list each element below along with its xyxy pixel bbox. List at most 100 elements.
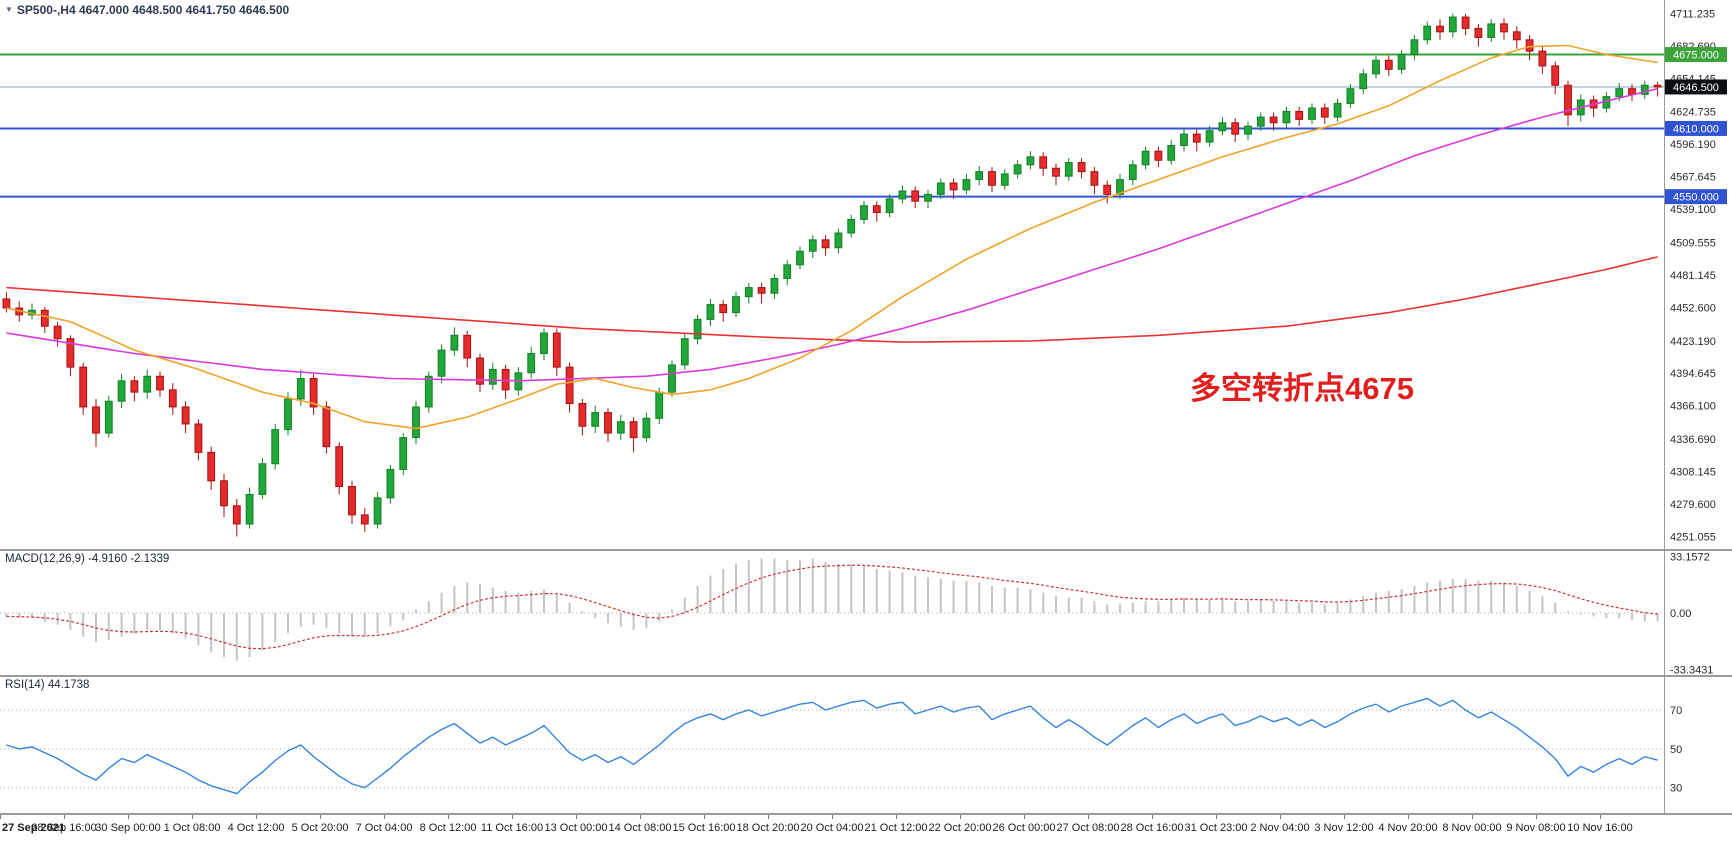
candle-body (104, 400, 113, 434)
candle-body (975, 171, 984, 181)
candle-body (744, 287, 753, 298)
candle-body (1205, 130, 1214, 143)
macd-canvas[interactable]: 33.1572 0.00 -33.3431 (0, 551, 1732, 675)
candle-body (1372, 59, 1380, 75)
candle-body (463, 334, 472, 359)
symbol-ohlc-text: SP500-,H4 4647.000 4648.500 4641.750 464… (16, 3, 290, 17)
annotation-text[interactable]: 多空转折点4675 (1190, 371, 1414, 406)
time-axis-tick (960, 815, 961, 819)
candle-body (655, 391, 664, 419)
candle-body (757, 287, 766, 294)
rsi-canvas[interactable]: 70 50 30 (0, 677, 1732, 813)
candle-body (1474, 27, 1483, 39)
candle-body (885, 198, 894, 214)
candle-body (412, 406, 420, 439)
candle-body (258, 463, 267, 495)
candle-body (130, 380, 139, 393)
time-axis-label: 27 Oct 08:00 (1056, 822, 1120, 834)
price-level-label (1665, 120, 1727, 136)
candle-body (181, 406, 190, 425)
time-axis-label: 13 Oct 00:00 (544, 822, 608, 834)
candle-body (680, 338, 689, 366)
candle-body (591, 412, 600, 427)
time-axis-tick (1216, 815, 1217, 819)
panel-divider-rsi[interactable] (0, 675, 1732, 677)
candle-body (693, 318, 702, 340)
time-axis-tick (832, 815, 833, 819)
candle-body (949, 182, 958, 191)
time-axis-tick (896, 815, 897, 819)
candle-body (194, 423, 203, 453)
candle-body (834, 232, 843, 249)
candle-body (1320, 107, 1329, 118)
macd-signal-line (6, 564, 1658, 650)
candle-body (232, 505, 241, 525)
candle-body (1308, 107, 1316, 120)
price-chart-panel[interactable]: 4711.235 4682.690 4654.145 4624.735 4596.190… (0, 0, 1732, 549)
time-axis-label: 10 Nov 16:00 (1567, 822, 1633, 834)
candle-body (604, 412, 612, 434)
candle-body (1282, 110, 1291, 124)
time-axis-label: 1 Oct 08:00 (163, 822, 221, 834)
price-tick-label: 4596.190 (1670, 139, 1716, 151)
price-level-label (1665, 189, 1727, 205)
panel-divider-timeaxis (0, 813, 1732, 815)
price-chart-canvas[interactable]: 4711.2354682.6904654.1454624.7354596.190… (0, 0, 1732, 549)
time-axis-tick (1408, 815, 1409, 819)
panel-divider-macd[interactable] (0, 549, 1732, 551)
chart-title: ▼ SP500-,H4 4647.000 4648.500 4641.750 4… (5, 3, 289, 17)
candle-body (1384, 59, 1393, 70)
candle-body (168, 389, 177, 408)
time-axis-label: 4 Oct 12:00 (227, 822, 285, 834)
candle-body (924, 193, 932, 202)
candle-body (1103, 184, 1112, 195)
price-tick-label: 4336.690 (1670, 434, 1716, 446)
time-axis-tick (1024, 815, 1025, 819)
time-axis-label: 18 Oct 20:00 (736, 822, 800, 834)
rsi-panel[interactable]: 70 50 30 RSI(14) 44.1738 (0, 677, 1732, 813)
candle-body (1333, 102, 1342, 118)
slow-ma-line (6, 256, 1658, 343)
time-axis-tick (512, 815, 513, 819)
rsi-tick-label: 50 (1670, 744, 1682, 756)
macd-tick-label: 33.1572 (1670, 552, 1710, 564)
candle-body (1512, 31, 1521, 41)
macd-panel[interactable]: 33.1572 0.00 -33.3431 MACD(12,26,9) -4.916… (0, 551, 1732, 675)
time-axis-label: 15 Oct 16:00 (672, 822, 736, 834)
price-tick-label: 4509.555 (1670, 238, 1716, 250)
price-tick-label: 4567.645 (1670, 172, 1716, 184)
time-axis-tick (1344, 815, 1345, 819)
time-axis-tick (1536, 815, 1537, 819)
candle-body (872, 205, 881, 214)
time-axis-tick (384, 815, 385, 819)
candle-body (1295, 110, 1304, 120)
candle-body (117, 380, 126, 402)
macd-label: MACD(12,26,9) -4.9160 -2.1339 (5, 553, 170, 565)
price-tick-label: 4366.100 (1670, 401, 1716, 413)
candle-body (53, 325, 62, 340)
time-axis[interactable]: 27 Sep 2021 28 Sep 16:00 30 Sep 00:00 1 Oct… (0, 815, 1732, 841)
candle-body (360, 514, 369, 525)
candle-body (1525, 39, 1534, 52)
time-axis-tick (1600, 815, 1601, 819)
time-axis-tick (704, 815, 705, 819)
candle-body (1359, 73, 1368, 90)
candle-body (373, 497, 382, 525)
candle-body (1551, 65, 1560, 86)
candle-body (424, 375, 433, 408)
candle-body (399, 437, 408, 470)
candle-body (309, 378, 318, 408)
candle-body (1615, 88, 1624, 98)
candle-body (1167, 144, 1176, 161)
candle-body (2, 298, 11, 309)
candle-body (1180, 133, 1188, 146)
candle-body (66, 338, 75, 368)
time-axis-label: 31 Oct 23:00 (1184, 822, 1248, 834)
candle-body (1564, 84, 1572, 116)
candle-body (386, 468, 395, 499)
rsi-line (6, 697, 1658, 795)
chart-marker-icon: ▼ (5, 5, 13, 14)
time-axis-label: 7 Oct 04:00 (355, 822, 413, 834)
candle-body (898, 190, 907, 200)
rsi-label: RSI(14) 44.1738 (5, 679, 90, 691)
